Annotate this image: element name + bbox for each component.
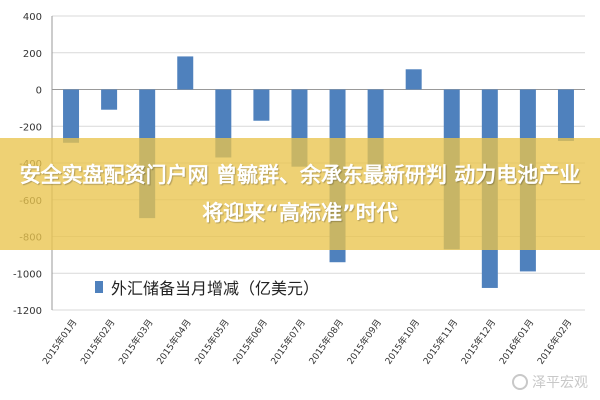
x-tick-label: 2016年02月: [535, 317, 575, 367]
x-tick-label: 2015年04月: [154, 317, 194, 367]
headline-banner: 安全实盘配资门户网 曾毓群、余承东最新研判 动力电池产业将迎来“高标准”时代: [0, 138, 600, 250]
wechat-icon: [512, 374, 528, 390]
legend-swatch: [95, 281, 103, 293]
x-tick-label: 2015年01月: [40, 317, 80, 367]
x-tick-label: 2015年08月: [306, 317, 346, 367]
y-tick-label: 400: [23, 12, 42, 23]
x-tick-label: 2015年10月: [382, 317, 422, 367]
x-tick-label: 2015年02月: [78, 317, 118, 367]
x-tick-label: 2015年05月: [192, 317, 232, 367]
headline-text: 安全实盘配资门户网 曾毓群、余承东最新研判 动力电池产业将迎来“高标准”时代: [19, 163, 581, 225]
y-tick-label: -200: [19, 122, 42, 133]
bar: [557, 89, 574, 141]
x-tick-label: 2015年11月: [420, 317, 460, 367]
x-tick-label: 2015年03月: [116, 317, 156, 367]
chart-legend: 外汇储备当月增减（亿美元）: [95, 275, 319, 299]
bar: [253, 89, 270, 121]
y-tick-label: -1000: [13, 269, 42, 280]
y-tick-label: 0: [36, 86, 42, 97]
bar: [63, 89, 80, 143]
x-tick-label: 2015年06月: [230, 317, 270, 367]
x-tick-label: 2015年12月: [458, 317, 498, 367]
bar: [177, 56, 194, 90]
watermark: 泽平宏观: [512, 372, 588, 392]
x-tick-label: 2015年07月: [268, 317, 308, 367]
y-tick-label: 200: [23, 49, 42, 60]
bar: [101, 89, 118, 110]
x-tick-label: 2015年09月: [344, 317, 384, 367]
legend-label: 外汇储备当月增减（亿美元）: [111, 279, 320, 298]
x-tick-label: 2016年01月: [496, 317, 536, 367]
bar: [405, 69, 422, 90]
y-tick-label: -1200: [13, 306, 42, 317]
watermark-text: 泽平宏观: [532, 375, 588, 391]
